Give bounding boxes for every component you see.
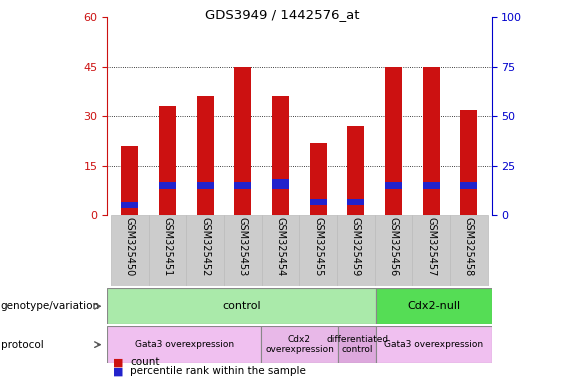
Text: Gata3 overexpression: Gata3 overexpression bbox=[134, 340, 234, 349]
Text: Gata3 overexpression: Gata3 overexpression bbox=[384, 340, 484, 349]
Bar bbox=[111, 215, 149, 286]
Bar bbox=[107, 288, 376, 324]
Bar bbox=[310, 199, 327, 205]
Bar bbox=[299, 215, 337, 286]
Bar bbox=[272, 179, 289, 189]
Text: control: control bbox=[223, 301, 261, 311]
Bar bbox=[186, 215, 224, 286]
Text: GSM325454: GSM325454 bbox=[276, 217, 286, 276]
Bar bbox=[310, 142, 327, 215]
Bar bbox=[121, 202, 138, 209]
Text: GSM325456: GSM325456 bbox=[389, 217, 399, 276]
Text: GSM325450: GSM325450 bbox=[125, 217, 135, 276]
Bar bbox=[385, 182, 402, 189]
Bar bbox=[262, 215, 299, 286]
Bar bbox=[423, 182, 440, 189]
Bar bbox=[234, 67, 251, 215]
Bar bbox=[159, 106, 176, 215]
Text: count: count bbox=[130, 358, 159, 367]
Bar bbox=[376, 326, 492, 363]
Text: GSM325459: GSM325459 bbox=[351, 217, 361, 276]
Bar bbox=[197, 96, 214, 215]
Text: Cdx2
overexpression: Cdx2 overexpression bbox=[265, 335, 334, 354]
Bar bbox=[338, 326, 376, 363]
Text: GSM325453: GSM325453 bbox=[238, 217, 248, 276]
Bar bbox=[159, 182, 176, 189]
Bar bbox=[347, 126, 364, 215]
Bar bbox=[149, 215, 186, 286]
Bar bbox=[337, 215, 375, 286]
Bar bbox=[450, 215, 488, 286]
Bar bbox=[385, 67, 402, 215]
Bar bbox=[412, 215, 450, 286]
Bar bbox=[224, 215, 262, 286]
Text: Cdx2-null: Cdx2-null bbox=[407, 301, 460, 311]
Text: differentiated
control: differentiated control bbox=[326, 335, 388, 354]
Bar bbox=[234, 182, 251, 189]
Text: percentile rank within the sample: percentile rank within the sample bbox=[130, 366, 306, 376]
Bar bbox=[347, 199, 364, 205]
Bar bbox=[197, 182, 214, 189]
Text: ■: ■ bbox=[113, 366, 124, 376]
Bar bbox=[376, 288, 492, 324]
Bar bbox=[460, 182, 477, 189]
Bar bbox=[375, 215, 412, 286]
Bar bbox=[460, 109, 477, 215]
Bar bbox=[272, 96, 289, 215]
Text: protocol: protocol bbox=[1, 339, 44, 350]
Bar bbox=[261, 326, 338, 363]
Text: GSM325457: GSM325457 bbox=[426, 217, 436, 276]
Bar bbox=[107, 326, 261, 363]
Text: ■: ■ bbox=[113, 358, 124, 367]
Text: GSM325451: GSM325451 bbox=[163, 217, 173, 276]
Text: GSM325458: GSM325458 bbox=[464, 217, 474, 276]
Bar bbox=[423, 67, 440, 215]
Text: GSM325452: GSM325452 bbox=[200, 217, 210, 276]
Text: genotype/variation: genotype/variation bbox=[1, 301, 99, 311]
Text: GSM325455: GSM325455 bbox=[313, 217, 323, 276]
Text: GDS3949 / 1442576_at: GDS3949 / 1442576_at bbox=[205, 8, 360, 22]
Bar bbox=[121, 146, 138, 215]
